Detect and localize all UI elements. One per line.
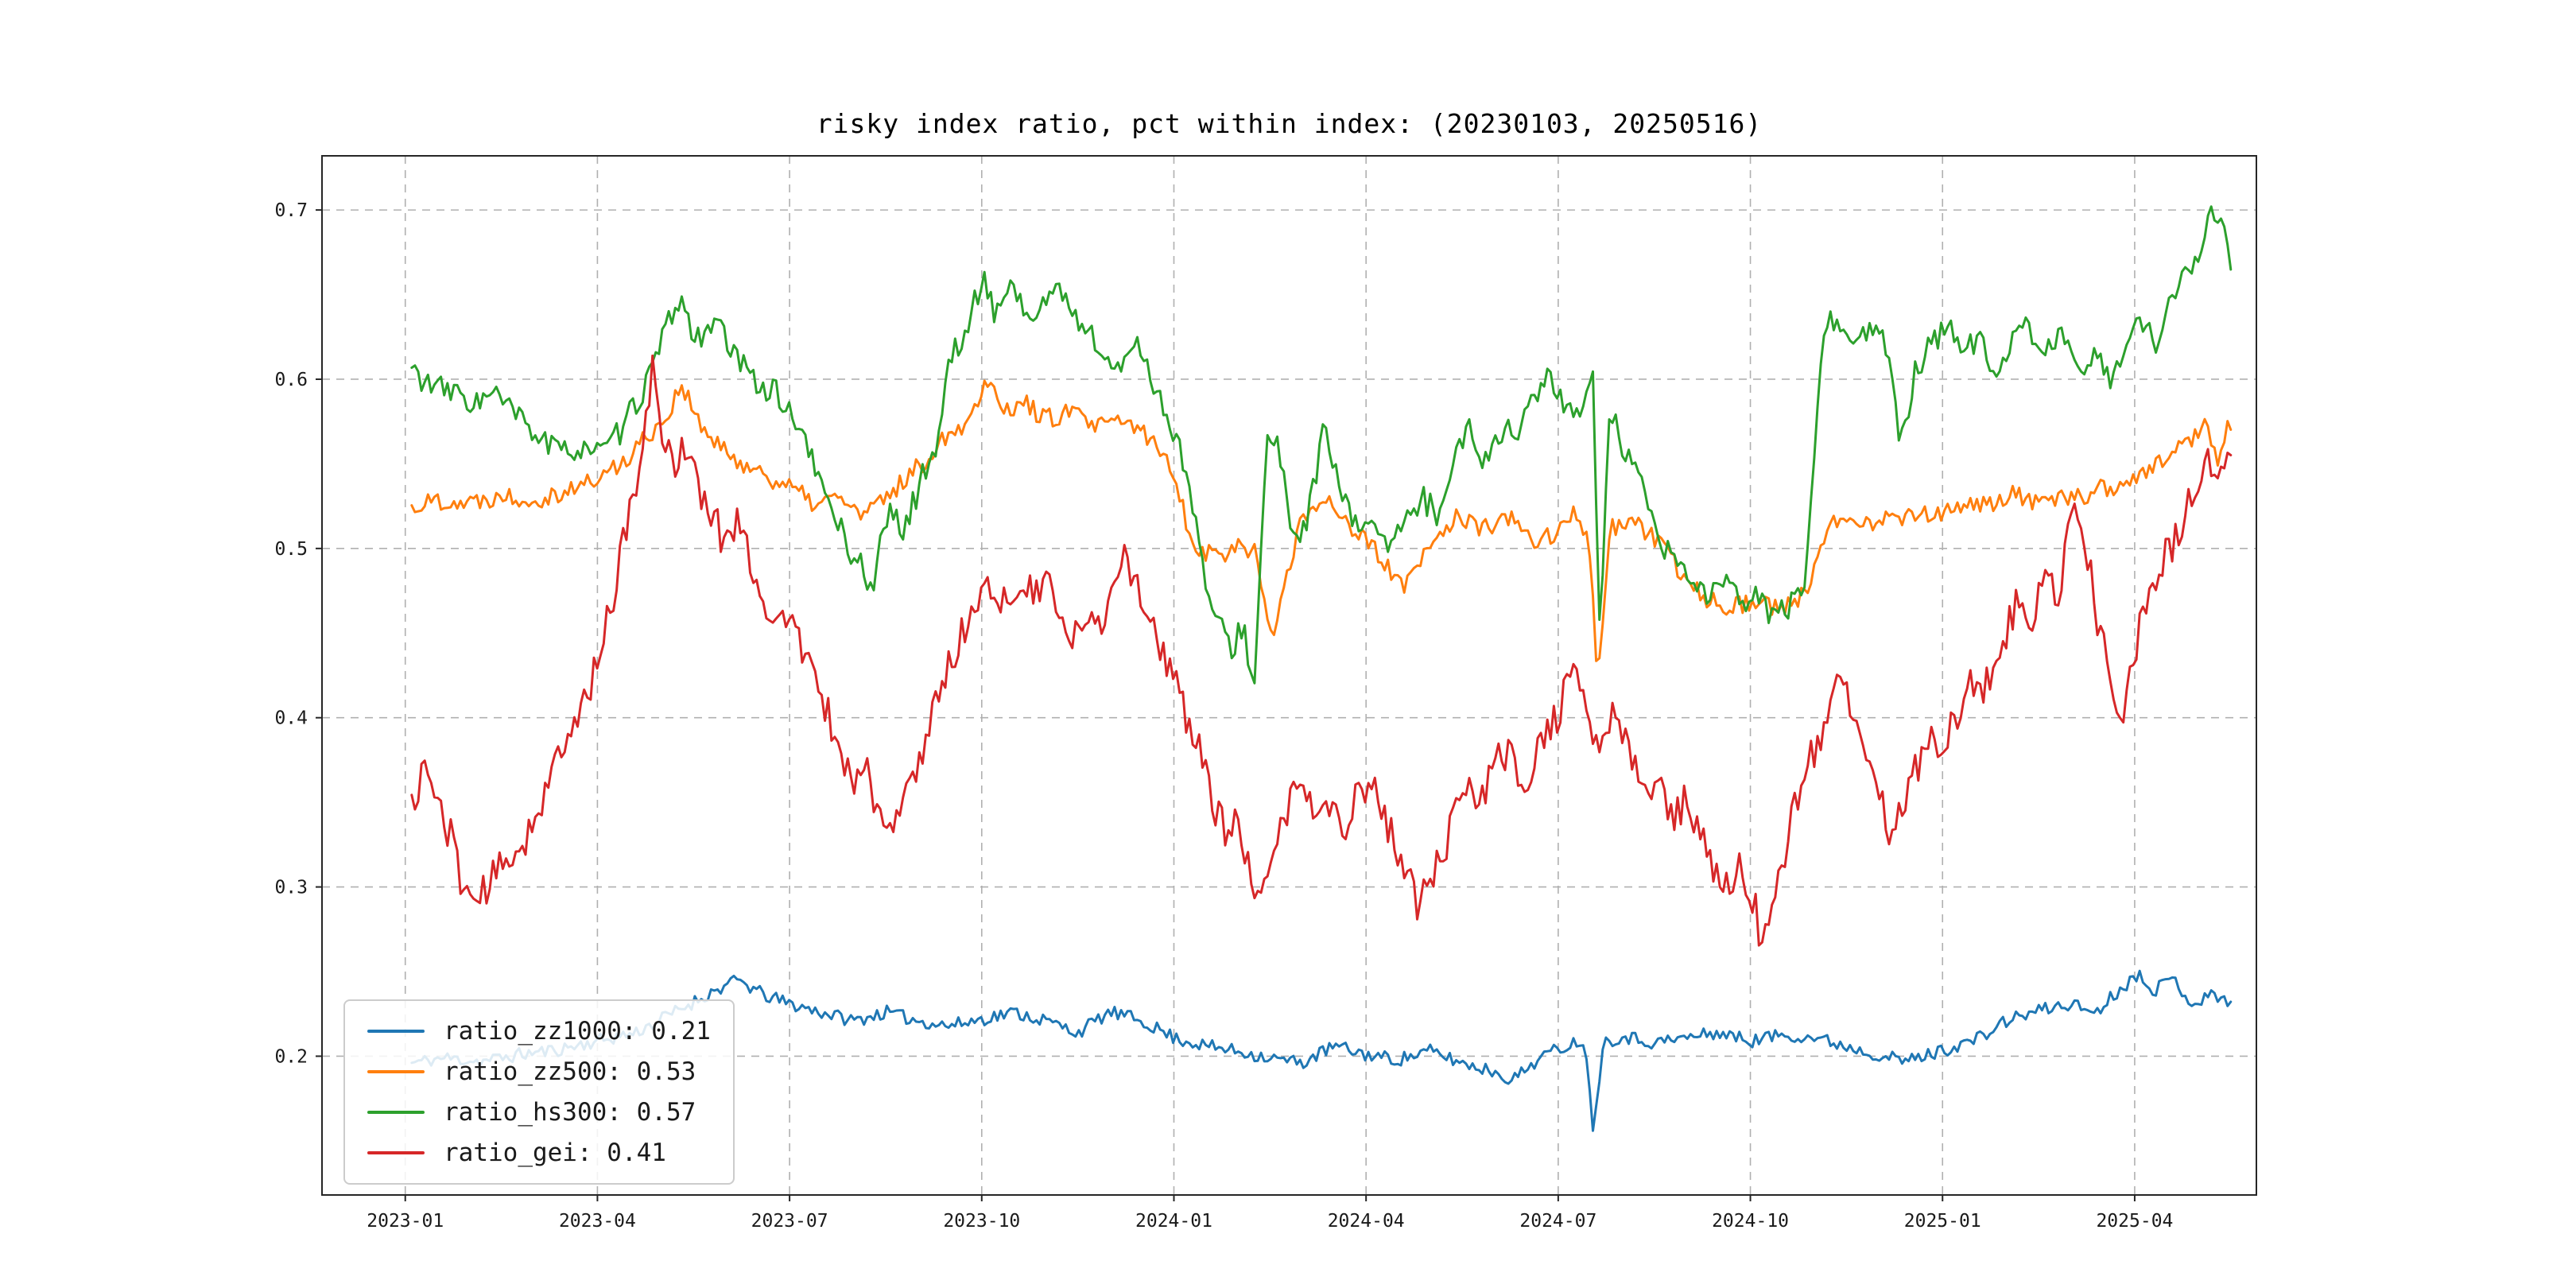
x-tick-label: 2023-10 [943,1211,1020,1232]
x-tick-label: 2023-01 [367,1211,444,1232]
x-tick-label: 2023-07 [751,1211,828,1232]
legend-swatch-hs300 [367,1111,425,1114]
x-tick-label: 2023-04 [559,1211,636,1232]
axes-border [321,155,2257,1196]
series-ratio_hs300 [410,205,2233,685]
legend-item-zz500: ratio_zz500: 0.53 [367,1057,711,1086]
legend-label-zz500: ratio_zz500: 0.53 [444,1057,696,1086]
legend-swatch-gei [367,1151,425,1154]
x-tick-label: 2025-01 [1904,1211,1981,1232]
legend-swatch-zz1000 [367,1030,425,1033]
y-tick-label: 0.2 [274,1046,308,1067]
x-tick-label: 2024-10 [1712,1211,1789,1232]
legend-item-gei: ratio_gei: 0.41 [367,1139,711,1167]
legend-label-gei: ratio_gei: 0.41 [444,1139,666,1167]
y-tick-label: 0.7 [274,200,308,221]
y-tick-label: 0.3 [274,878,308,898]
legend-swatch-zz500 [367,1070,425,1073]
series-ratio_gei [410,354,2233,947]
legend-item-zz1000: ratio_zz1000: 0.21 [367,1017,711,1046]
y-tick-label: 0.4 [274,708,308,729]
x-tick-label: 2024-04 [1328,1211,1405,1232]
legend-item-hs300: ratio_hs300: 0.57 [367,1098,711,1127]
series-ratio_zz1000 [410,969,2233,1132]
x-tick-label: 2025-04 [2096,1211,2173,1232]
series-ratio_zz500 [410,379,2233,662]
x-tick-label: 2024-07 [1519,1211,1596,1232]
chart-title: risky index ratio, pct within index: (20… [816,108,1763,139]
legend-label-hs300: ratio_hs300: 0.57 [444,1098,696,1127]
y-tick-label: 0.5 [274,539,308,560]
x-tick-label: 2024-01 [1135,1211,1212,1232]
legend: ratio_zz1000: 0.21 ratio_zz500: 0.53 rat… [343,999,735,1185]
legend-label-zz1000: ratio_zz1000: 0.21 [444,1017,711,1046]
y-tick-label: 0.6 [274,370,308,390]
